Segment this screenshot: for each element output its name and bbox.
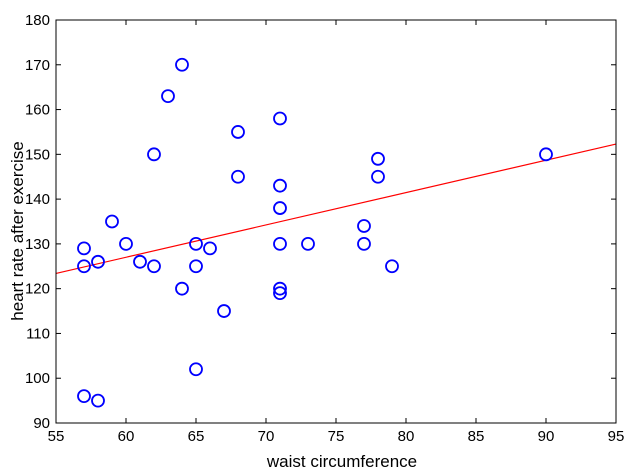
- data-point: [119, 236, 133, 251]
- x-tick-label: 75: [328, 428, 345, 445]
- data-point: [147, 259, 161, 274]
- data-point: [371, 151, 385, 166]
- data-point: [189, 259, 203, 274]
- data-point: [539, 147, 553, 162]
- data-point: [91, 393, 105, 408]
- x-tick-label: 80: [398, 428, 415, 445]
- data-points-layer: [77, 57, 553, 408]
- data-point: [385, 259, 399, 274]
- data-point: [175, 57, 189, 72]
- data-point: [231, 125, 245, 139]
- y-tick-label: 150: [25, 146, 50, 163]
- y-tick-label: 90: [33, 415, 50, 432]
- data-point: [77, 389, 91, 404]
- data-point: [231, 169, 245, 184]
- data-point: [105, 214, 119, 229]
- data-point: [77, 259, 91, 274]
- x-tick-label: 55: [48, 428, 65, 445]
- y-tick-label: 160: [25, 102, 50, 119]
- y-tick-label: 180: [25, 12, 50, 29]
- y-tick-label: 100: [25, 370, 50, 387]
- y-tick-label: 170: [25, 57, 50, 74]
- data-point: [273, 236, 287, 251]
- x-tick-label: 95: [608, 428, 625, 445]
- data-point: [189, 236, 203, 251]
- data-point: [273, 201, 287, 215]
- data-point: [189, 362, 203, 377]
- data-point: [147, 147, 161, 162]
- y-tick-label: 130: [25, 236, 50, 253]
- data-point: [133, 254, 147, 269]
- y-tick-label: 120: [25, 281, 50, 298]
- x-tick-label: 70: [258, 428, 275, 445]
- x-tick-label: 90: [538, 428, 555, 445]
- data-point: [77, 241, 91, 256]
- data-point: [203, 241, 217, 256]
- fit-line-layer: [55, 143, 617, 275]
- y-axis-title: heart rate after exercise: [8, 141, 27, 321]
- data-point: [273, 111, 287, 126]
- data-point: [217, 304, 231, 318]
- y-tick-label: 110: [26, 325, 50, 342]
- data-point: [161, 89, 175, 104]
- data-point: [357, 236, 371, 251]
- data-point: [357, 219, 371, 233]
- regression-line: [55, 143, 617, 275]
- x-tick-label: 65: [188, 428, 205, 445]
- data-point: [273, 178, 287, 193]
- data-point: [371, 169, 385, 184]
- x-tick-label: 60: [118, 428, 135, 445]
- y-tick-label: 140: [25, 191, 50, 208]
- data-point: [175, 281, 189, 296]
- data-point: [273, 286, 287, 301]
- data-point: [301, 236, 315, 251]
- x-tick-label: 85: [468, 428, 485, 445]
- data-point: [273, 281, 287, 296]
- axes-layer: 55 60 65 70 75 80 85 90 95 90 100 110 120 130 140 150 16…: [25, 12, 624, 445]
- x-axis-title: waist circumference: [266, 452, 417, 470]
- data-point: [91, 254, 105, 269]
